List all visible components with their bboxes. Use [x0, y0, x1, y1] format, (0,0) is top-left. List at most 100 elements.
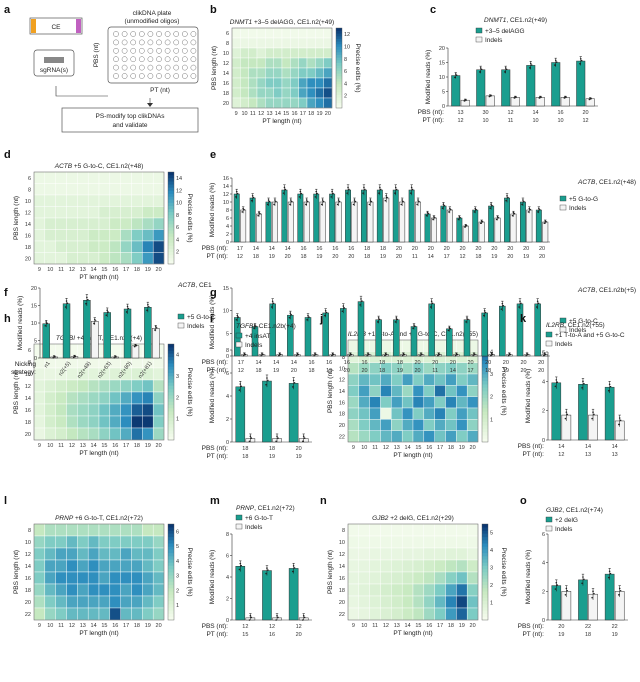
- y-tick-label: 14: [25, 222, 31, 228]
- heatmap-cell: [380, 430, 392, 443]
- edit-bar: [329, 193, 336, 243]
- title-edit: +2 delG, CE1.n2(+29): [388, 515, 453, 522]
- pbs-value: 14: [291, 360, 297, 366]
- heatmap-cell: [423, 547, 435, 561]
- replicate-dot: [537, 211, 539, 213]
- replicate-dot: [429, 306, 432, 308]
- edit-bar: [481, 312, 488, 357]
- heatmap-cell: [256, 97, 266, 109]
- x-tick-label: 20: [325, 111, 331, 117]
- colorbar-label: Precise edits (%): [186, 547, 193, 596]
- replicate-dot: [331, 190, 333, 193]
- heatmap-cell: [380, 583, 392, 597]
- x-tick-label: 14: [275, 111, 281, 117]
- replicate-dot: [72, 356, 75, 359]
- heatmap-cell: [77, 229, 89, 242]
- plate-well: [138, 73, 145, 79]
- heatmap-cell: [87, 171, 100, 184]
- edit-bar: [576, 60, 586, 107]
- y-tick-label: 16: [223, 176, 229, 182]
- y-tick-label: 12: [25, 210, 31, 216]
- legend-label-indel: Indels: [187, 323, 205, 330]
- replicate-dot: [250, 199, 253, 202]
- replicate-dot: [325, 311, 328, 314]
- y-tick-label: 10: [25, 372, 31, 378]
- replicate-dot: [361, 300, 363, 302]
- heatmap-cell: [347, 430, 360, 443]
- heatmap-cell: [109, 343, 121, 357]
- colorbar-segment: [482, 572, 488, 576]
- heatmap-cell: [66, 595, 78, 609]
- colorbar-frame: [335, 27, 343, 109]
- replicate-dot: [155, 327, 158, 329]
- legend-label-edit: +4 insAT: [245, 333, 270, 340]
- replicate-dot: [250, 616, 253, 619]
- y-axis-label: PBS length (nt): [327, 369, 334, 413]
- heatmap-cell: [87, 367, 100, 381]
- legend-swatch-edit: [177, 313, 185, 320]
- plate-well: [113, 56, 119, 63]
- heatmap-cell: [87, 571, 100, 585]
- heatmap-cell: [109, 559, 121, 573]
- replicate-dot: [431, 302, 434, 305]
- replicate-dot: [449, 327, 452, 330]
- replicate-dot: [416, 203, 418, 206]
- colorbar-segment: [168, 356, 174, 361]
- edit-bar: [281, 189, 288, 243]
- heatmap-cell: [55, 403, 67, 417]
- heatmap-cell: [44, 547, 56, 561]
- heatmap-cell: [358, 430, 370, 443]
- heatmap-cell: [66, 547, 78, 561]
- replicate-dot: [154, 329, 156, 331]
- y-axis-label: Modified reads (%): [17, 296, 24, 351]
- heatmap-cell: [265, 37, 274, 49]
- indel-bar: [542, 221, 549, 243]
- replicate-dot: [609, 572, 612, 575]
- colorbar-frame: [167, 171, 175, 265]
- pt-value: 19: [612, 632, 618, 638]
- y-tick-label: 6: [28, 348, 31, 354]
- replicate-dot: [504, 67, 507, 69]
- heatmap-cell: [131, 535, 143, 549]
- heatmap-cell: [358, 419, 370, 431]
- step-text-2: and validate: [112, 122, 147, 129]
- replicate-dot: [244, 353, 247, 356]
- colorbar-segment: [168, 369, 174, 374]
- panel-letter: l: [4, 495, 7, 507]
- heatmap-cell: [77, 607, 89, 621]
- heatmap-cell: [290, 87, 299, 99]
- colorbar-tick: 4: [490, 548, 493, 554]
- arrowhead-icon: [147, 103, 153, 107]
- replicate-dot: [272, 302, 275, 305]
- pbs-row-label: PBS (nt):: [418, 109, 445, 116]
- y-tick-label: 5: [226, 331, 229, 337]
- y-tick-label: 15: [439, 61, 445, 67]
- pt-value: 19: [269, 454, 275, 460]
- panel-letter: d: [4, 149, 11, 161]
- replicate-dot: [299, 190, 302, 193]
- plate-well: [181, 31, 188, 37]
- pbs-value: 20: [520, 360, 526, 366]
- y-tick-label: 16: [25, 576, 31, 582]
- edit-bar: [357, 301, 365, 357]
- colorbar-tick: 3: [490, 566, 493, 572]
- x-tick-label: 11: [372, 623, 378, 629]
- heatmap-cell: [401, 547, 414, 561]
- heatmap-cell: [290, 67, 299, 79]
- replicate-dot: [402, 200, 404, 203]
- colorbar-segment: [168, 430, 174, 434]
- heatmap-cell: [391, 583, 403, 597]
- colorbar-label: Precise edits (%): [186, 193, 193, 242]
- y-tick-label: 22: [339, 612, 345, 618]
- replicate-dot: [465, 99, 467, 101]
- pbs-value: 14: [255, 360, 261, 366]
- replicate-dot: [527, 353, 529, 356]
- y-tick-label: 20: [25, 600, 31, 606]
- y-tick-label: 10: [223, 200, 229, 206]
- heatmap-cell: [466, 607, 479, 621]
- heatmap-cell: [33, 379, 46, 393]
- replicate-dot: [239, 562, 242, 565]
- replicate-dot: [555, 379, 558, 381]
- heatmap-cell: [77, 571, 89, 585]
- colorbar-segment: [168, 420, 174, 425]
